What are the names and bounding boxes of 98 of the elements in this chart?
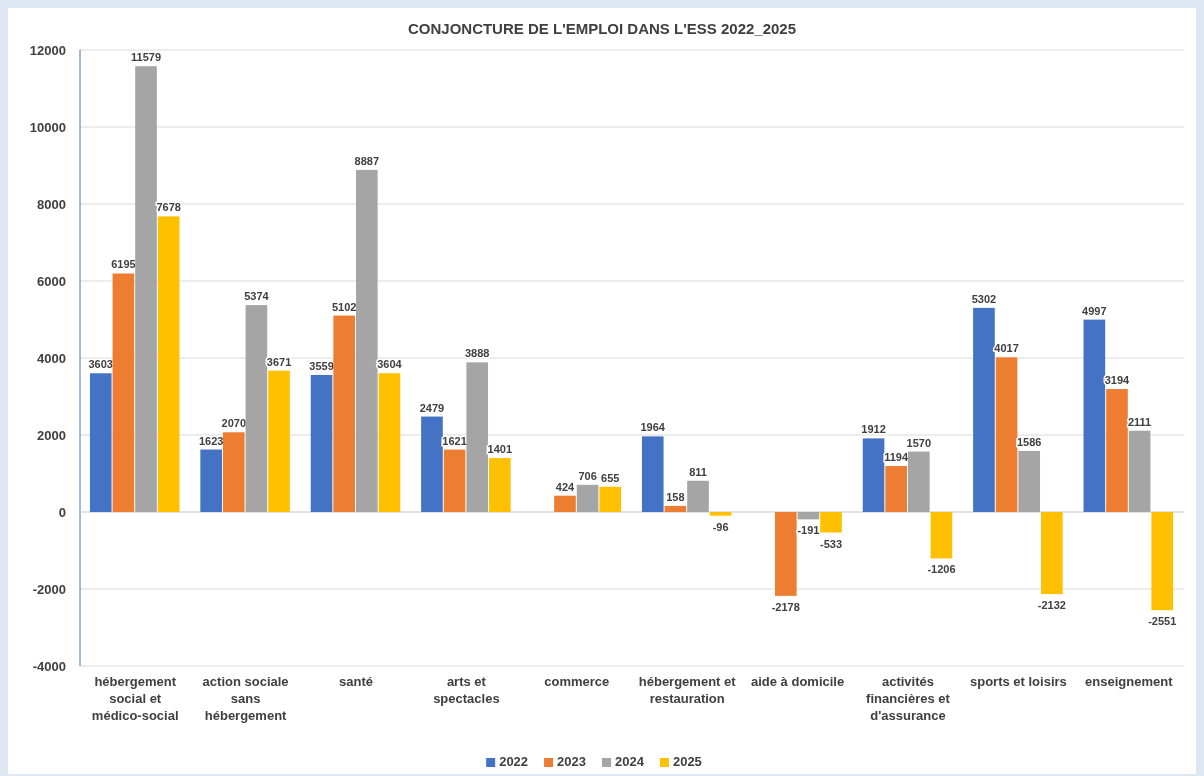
data-label: 3671 (266, 355, 292, 368)
bar (973, 307, 995, 512)
bar (310, 374, 333, 512)
x-tick-label: hébergement social et médico-social (91, 674, 179, 723)
x-tick-label: hébergement et restauration (638, 674, 737, 706)
data-label: -2551 (1148, 615, 1177, 628)
x-tick-label: aide à domicile (751, 674, 845, 689)
data-label: 1964 (640, 421, 666, 434)
data-label: 1621 (442, 434, 467, 447)
data-label: 5374 (244, 290, 270, 303)
x-tick-label: enseignement (1085, 674, 1174, 689)
x-tick-label: santé (339, 674, 373, 689)
legend-label: 2025 (672, 754, 702, 769)
bar (1083, 319, 1106, 512)
data-label: 3194 (1104, 374, 1131, 387)
bar (1018, 450, 1041, 512)
x-tick-label: commerce (544, 674, 610, 689)
data-label: 1401 (487, 443, 513, 456)
bar (930, 512, 953, 559)
bar (200, 449, 222, 512)
bar (466, 362, 489, 512)
bar (908, 451, 930, 512)
bar (797, 512, 820, 520)
data-label: -533 (820, 537, 843, 550)
bar (1106, 389, 1128, 512)
bar (554, 495, 576, 512)
legend-label: 2023 (557, 754, 586, 769)
data-label: 158 (666, 490, 685, 503)
x-tick-label: activités financières et d'assurance (866, 674, 951, 723)
data-label: 1570 (906, 436, 932, 449)
bar (135, 66, 157, 512)
x-tick-label: arts et spectacles (433, 674, 500, 706)
data-label: -191 (797, 524, 820, 537)
bar (245, 305, 268, 512)
y-tick-label: -2000 (32, 581, 66, 597)
data-label: -96 (712, 520, 729, 533)
y-tick-label: 2000 (37, 427, 66, 443)
y-tick-label: 8000 (37, 196, 66, 212)
data-label: 2479 (419, 401, 445, 414)
data-label: 8887 (354, 154, 380, 167)
data-label: 4997 (1082, 304, 1107, 317)
data-label: -2132 (1037, 599, 1066, 612)
bar (995, 357, 1018, 512)
data-label: 424 (555, 480, 576, 493)
y-tick-label: 12000 (29, 42, 66, 58)
legend-label: 2022 (499, 754, 529, 769)
y-tick-label: 4000 (37, 350, 66, 366)
bar (89, 373, 112, 512)
data-label: -2178 (771, 600, 800, 613)
x-tick-label: sports et loisirs (969, 674, 1067, 689)
data-label: 7678 (156, 201, 181, 214)
data-label: 3888 (464, 347, 490, 360)
bar (885, 466, 907, 512)
bar (709, 512, 732, 516)
bar (1151, 512, 1174, 611)
y-tick-label: 6000 (37, 273, 66, 289)
data-label: 1194 (884, 451, 909, 464)
bar (378, 373, 401, 512)
bar (443, 449, 466, 512)
chart-title: CONJONCTURE DE L'EMPLOI DANS L'ESS 2022_2025 (407, 20, 797, 37)
bar (112, 273, 135, 512)
data-label: 3603 (88, 358, 113, 371)
data-label: 5102 (331, 300, 357, 313)
bar (664, 505, 687, 512)
data-label: -1206 (927, 563, 956, 576)
bar (356, 169, 378, 512)
data-label: 2111 (1127, 415, 1152, 428)
data-label: 1586 (1016, 435, 1042, 448)
data-label: 6195 (111, 258, 136, 271)
data-label: 811 (689, 465, 707, 478)
bar (333, 315, 355, 512)
bar (820, 512, 842, 533)
bar (222, 432, 245, 512)
bar (489, 458, 511, 512)
data-label: 655 (601, 471, 620, 484)
bar (421, 416, 443, 512)
bar (599, 486, 622, 512)
bar (157, 216, 180, 512)
bar (862, 438, 885, 512)
data-label: 2070 (221, 417, 247, 430)
data-label: 1912 (861, 423, 886, 436)
bar (268, 370, 290, 512)
y-tick-label: -4000 (32, 658, 66, 674)
bar (576, 484, 599, 512)
x-tick-label: action sociale sans hébergement (202, 674, 289, 723)
data-label: 1623 (198, 434, 224, 447)
data-label: 706 (578, 469, 597, 482)
y-tick-label: 10000 (29, 119, 66, 135)
data-label: 5302 (971, 292, 997, 305)
y-tick-label: 0 (58, 504, 66, 520)
bar (687, 480, 709, 512)
data-label: 11579 (131, 51, 162, 64)
bar (1128, 430, 1151, 512)
bar (774, 512, 797, 596)
bar (1041, 512, 1063, 595)
bar (641, 436, 664, 512)
data-label: 3604 (377, 358, 403, 371)
legend-label: 2024 (615, 754, 645, 769)
